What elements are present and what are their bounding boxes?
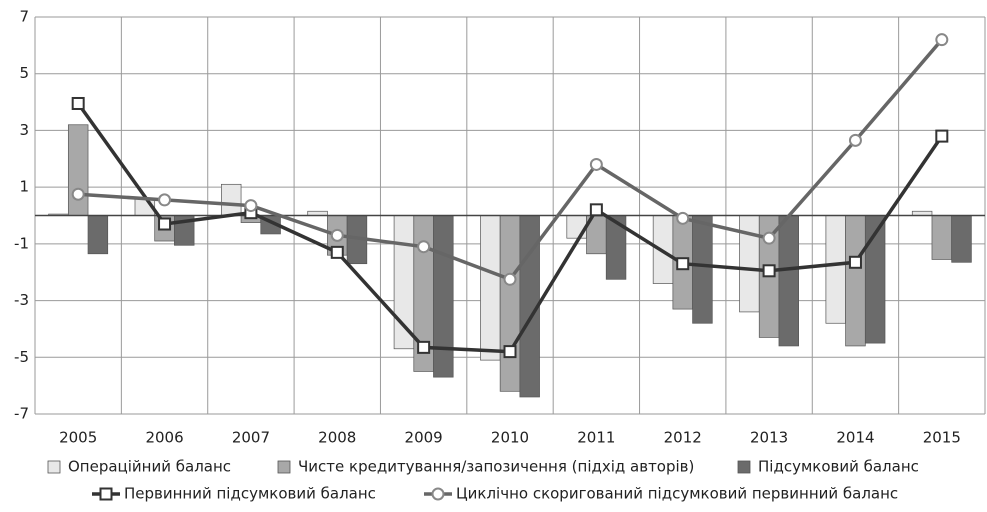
marker-square: [676, 257, 690, 271]
marker-square: [330, 245, 344, 259]
legend-label: Циклічно скоригований підсумковий первин…: [456, 485, 898, 503]
bar: [67, 124, 89, 216]
bar: [499, 215, 521, 392]
marker-square: [417, 340, 431, 354]
x-tick-label: 2012: [664, 429, 702, 447]
bar: [393, 215, 415, 350]
bar: [480, 215, 501, 361]
y-tick-label: -1: [14, 234, 29, 252]
marker-circle: [589, 157, 603, 171]
y-tick-label: 5: [19, 64, 29, 82]
bar: [739, 215, 760, 313]
marker-square: [589, 203, 603, 217]
marker-circle: [431, 487, 445, 501]
y-tick-label: -5: [14, 348, 29, 366]
marker-circle: [71, 187, 85, 201]
marker-square: [848, 255, 862, 269]
marker-circle: [330, 228, 344, 242]
legend-swatch: [737, 460, 751, 474]
bar: [845, 215, 866, 347]
marker-square: [158, 217, 172, 231]
legend-label: Підсумковий баланс: [758, 458, 919, 476]
x-tick-label: 2010: [491, 429, 529, 447]
x-tick-label: 2015: [923, 429, 961, 447]
marker-circle: [762, 231, 776, 245]
bar: [433, 215, 454, 378]
x-tick-label: 2007: [232, 429, 270, 447]
y-tick-label: -3: [14, 291, 29, 309]
x-tick-label: 2009: [405, 429, 443, 447]
marker-square: [503, 345, 517, 359]
x-tick-label: 2013: [750, 429, 788, 447]
x-tick-label: 2008: [318, 429, 356, 447]
bar: [951, 215, 972, 263]
bar: [778, 215, 799, 347]
legend-label: Чисте кредитування/запозичення (підхід а…: [298, 458, 694, 476]
y-tick-label: 1: [19, 178, 29, 196]
marker-circle: [503, 272, 517, 286]
marker-circle: [417, 240, 431, 254]
x-tick-label: 2014: [836, 429, 874, 447]
y-tick-label: 3: [19, 121, 29, 139]
marker-circle: [935, 33, 949, 47]
legend-swatch: [47, 460, 61, 474]
marker-circle: [244, 199, 258, 213]
bar: [931, 215, 953, 260]
legend-label: Первинний підсумковий баланс: [124, 485, 376, 503]
legend-swatch: [277, 460, 291, 474]
bar: [221, 183, 242, 216]
legend-label: Операційний баланс: [68, 458, 231, 476]
marker-square: [935, 129, 949, 143]
marker-circle: [158, 193, 172, 207]
y-tick-label: 7: [19, 8, 29, 26]
marker-square: [99, 487, 113, 501]
marker-circle: [848, 133, 862, 147]
x-tick-label: 2011: [577, 429, 615, 447]
marker-square: [71, 96, 85, 110]
y-tick-label: -7: [14, 405, 29, 423]
bar: [87, 215, 109, 255]
x-tick-label: 2006: [145, 429, 183, 447]
marker-square: [762, 264, 776, 278]
bar: [566, 215, 587, 239]
bar: [692, 215, 713, 324]
bar: [825, 215, 846, 324]
x-tick-label: 2005: [59, 429, 97, 447]
marker-circle: [676, 211, 690, 225]
